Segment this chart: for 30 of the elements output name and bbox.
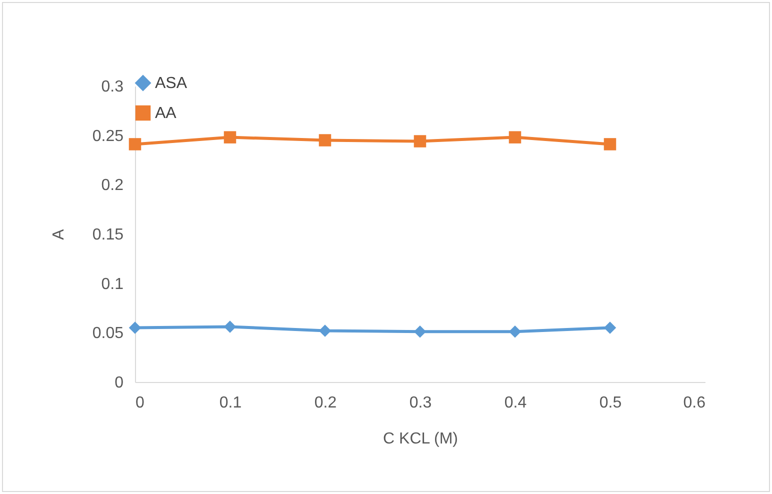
x-tick-label: 0.5 — [599, 394, 622, 412]
x-tick-label: 0.3 — [409, 394, 432, 412]
point — [414, 135, 426, 148]
x-tick-label: 0.2 — [314, 394, 337, 412]
x-tick-label: 0.6 — [683, 394, 706, 412]
point — [508, 131, 522, 144]
x-tick-label: 0.4 — [504, 394, 527, 412]
y-tick-label: 0.25 — [92, 128, 124, 145]
point — [224, 320, 236, 333]
x-axis-title: C KCL (M) — [383, 430, 458, 448]
point — [508, 326, 522, 338]
y-tick-label: 0 — [114, 374, 124, 392]
point — [604, 138, 616, 150]
point — [318, 134, 332, 146]
legend-label: AA — [155, 105, 177, 122]
point — [318, 324, 332, 337]
x-tick-label: 0 — [136, 394, 144, 412]
point — [128, 322, 142, 334]
point — [604, 322, 616, 334]
y-axis-title: A — [50, 228, 68, 240]
legend-label: ASA — [155, 75, 188, 92]
y-tick-label: 0.1 — [101, 276, 124, 293]
y-tick-label: 0.3 — [101, 78, 124, 96]
y-tick-label: 0.05 — [92, 325, 124, 342]
x-tick-label: 0.1 — [219, 394, 242, 412]
point — [414, 326, 426, 338]
y-tick-label: 0.2 — [101, 177, 124, 194]
point — [128, 138, 142, 150]
point — [224, 131, 236, 144]
y-tick-label: 0.15 — [92, 226, 124, 244]
